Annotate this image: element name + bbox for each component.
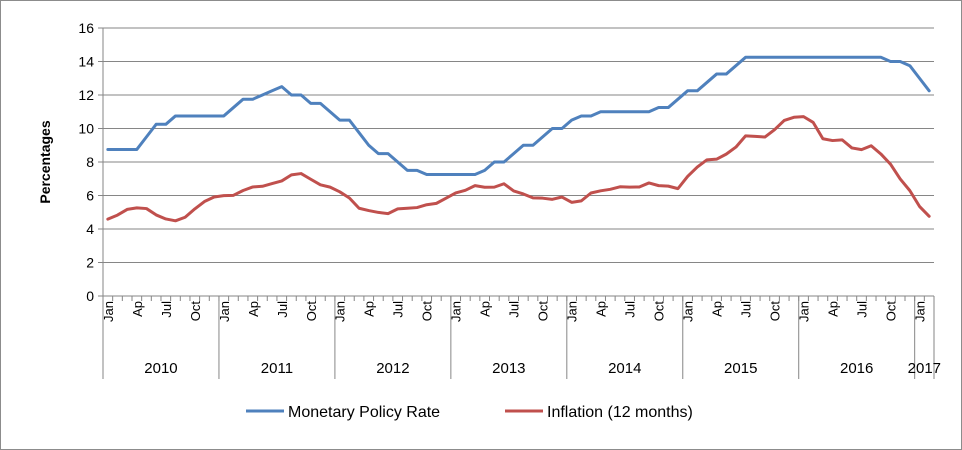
x-tick-label-ap: Ap bbox=[826, 301, 841, 317]
x-tick-label-jan: Jan bbox=[681, 301, 696, 322]
x-tick-label-ap: Ap bbox=[710, 301, 725, 317]
x-tick-label-jul: Jul bbox=[623, 301, 638, 318]
series-line-monetary-policy-rate bbox=[106, 55, 931, 177]
x-year-label-2010: 2010 bbox=[144, 360, 177, 377]
y-tick-label-0: 0 bbox=[86, 288, 94, 304]
y-tick-label-14: 14 bbox=[78, 54, 94, 70]
x-year-label-2012: 2012 bbox=[376, 360, 409, 377]
y-tick-label-16: 16 bbox=[78, 20, 94, 36]
x-tick-label-jul: Jul bbox=[855, 301, 870, 318]
x-tick-label-oct: Oct bbox=[188, 301, 203, 322]
x-tick-label-oct: Oct bbox=[652, 301, 667, 322]
x-tick-label-jul: Jul bbox=[391, 301, 406, 318]
x-year-label-2016: 2016 bbox=[840, 360, 873, 377]
x-tick-label-jan: Jan bbox=[565, 301, 580, 322]
x-year-label-2011: 2011 bbox=[261, 360, 293, 377]
x-year-label-2015: 2015 bbox=[724, 360, 757, 377]
x-year-label-2013: 2013 bbox=[492, 360, 525, 377]
series-lines bbox=[106, 55, 931, 223]
x-tick-label-ap: Ap bbox=[362, 301, 377, 317]
x-axis: Jan Ap Jul Oct Jan Ap Jul Oct Jan Ap Jul Oct Jan Ap Ju… bbox=[101, 295, 941, 379]
x-tick-label-ap: Ap bbox=[594, 301, 609, 317]
x-year-label-2017: 2017 bbox=[908, 360, 941, 377]
legend-label-inflation: Inflation (12 months) bbox=[547, 404, 693, 421]
x-tick-label-jul: Jul bbox=[507, 301, 522, 318]
gridlines bbox=[102, 27, 934, 296]
y-tick-label-4: 4 bbox=[86, 221, 94, 237]
x-tick-label-ap: Ap bbox=[130, 301, 145, 317]
y-tick-label-2: 2 bbox=[86, 255, 94, 271]
y-axis-label: Percentages bbox=[37, 120, 53, 203]
y-tick-label-10: 10 bbox=[78, 121, 94, 137]
x-tick-label-oct: Oct bbox=[420, 301, 435, 322]
x-tick-label-ap: Ap bbox=[246, 301, 261, 317]
x-tick-label-oct: Oct bbox=[768, 301, 783, 322]
x-tick-label-oct: Oct bbox=[536, 301, 551, 322]
y-axis-ticks: 0 2 4 6 8 10 12 14 16 bbox=[78, 20, 103, 304]
x-tick-label-oct: Oct bbox=[304, 301, 319, 322]
y-tick-label-6: 6 bbox=[86, 188, 94, 204]
x-tick-label-jan: Jan bbox=[101, 301, 116, 322]
y-tick-label-12: 12 bbox=[78, 87, 94, 103]
x-tick-label-jan: Jan bbox=[913, 301, 928, 322]
x-tick-label-jul: Jul bbox=[159, 301, 174, 318]
x-tick-label-ap: Ap bbox=[478, 301, 493, 317]
x-tick-label-jul: Jul bbox=[275, 301, 290, 318]
x-tick-label-oct: Oct bbox=[884, 301, 899, 322]
x-tick-label-jan: Jan bbox=[333, 301, 348, 322]
series-line-inflation bbox=[106, 115, 931, 223]
legend-label-monetary-policy-rate: Monetary Policy Rate bbox=[288, 404, 440, 421]
legend: Monetary Policy Rate Inflation (12 months… bbox=[246, 404, 693, 421]
x-tick-label-jul: Jul bbox=[739, 301, 754, 318]
y-tick-label-8: 8 bbox=[86, 154, 94, 170]
x-year-label-2014: 2014 bbox=[608, 360, 641, 377]
x-tick-label-jan: Jan bbox=[449, 301, 464, 322]
x-tick-label-jan: Jan bbox=[797, 301, 812, 322]
x-tick-label-jan: Jan bbox=[217, 301, 232, 322]
